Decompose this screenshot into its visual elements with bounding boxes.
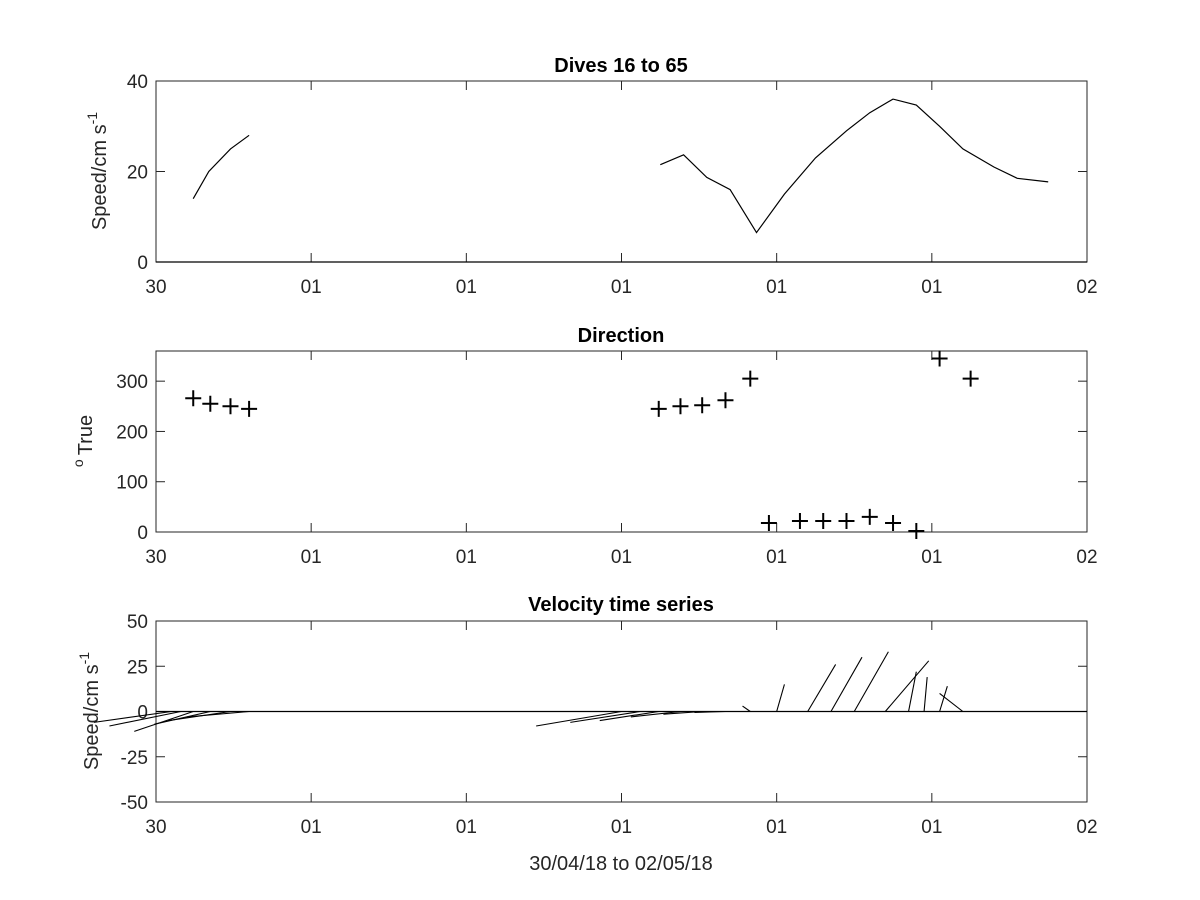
direction-panel-ytick-label: 100 [116, 473, 148, 494]
direction-panel-xtick-label: 01 [301, 547, 322, 568]
velocity-panel: Velocity time series Speed/cm s-1 30 01 01… [76, 594, 1098, 838]
direction-panel-point [241, 400, 258, 417]
velocity-panel-stick [807, 664, 837, 712]
speed-panel-xtick-label: 30 [145, 277, 166, 298]
direction-panel-point [885, 514, 902, 531]
velocity-panel-stick [109, 710, 181, 727]
direction-panel-point [694, 397, 711, 414]
direction-panel-point [672, 398, 689, 415]
direction-panel-ytick-label: 0 [137, 523, 148, 544]
velocity-panel-stick [939, 685, 948, 712]
direction-panel-point [908, 522, 925, 539]
velocity-panel-stick [134, 710, 194, 732]
figure-xlabel: 30/04/18 to 02/05/18 [529, 853, 713, 875]
speed-panel-xtick-label: 01 [611, 277, 632, 298]
velocity-panel-ytick-label: -50 [121, 793, 148, 814]
velocity-panel-stick [742, 705, 751, 712]
velocity-panel-xtick-label: 01 [301, 817, 322, 838]
velocity-panel-stick [154, 710, 211, 725]
velocity-panel-stick [630, 710, 681, 718]
speed-panel-xtick-label: 01 [766, 277, 787, 298]
speed-panel-ytick-label: 0 [137, 253, 148, 274]
velocity-panel-stick [884, 660, 930, 712]
direction-panel-xtick-label: 01 [766, 547, 787, 568]
direction-panel-point [760, 514, 777, 531]
direction-panel-point [838, 512, 855, 529]
direction-panel-ytick-label: 300 [116, 372, 148, 393]
direction-panel-title: Direction [578, 325, 665, 347]
velocity-panel-ylabel: Speed/cm s-1 [76, 652, 103, 770]
velocity-panel-stick [186, 710, 250, 718]
direction-panel-point [962, 370, 979, 387]
velocity-panel-xtick-label: 30 [145, 817, 166, 838]
velocity-panel-stick [93, 710, 172, 723]
velocity-panel-xtick-label: 01 [921, 817, 942, 838]
direction-panel-ylabel: o True [70, 415, 97, 467]
speed-panel-xtick-label: 01 [456, 277, 477, 298]
direction-panel: Direction o True 30 01 01 01 01 01 02 0 100 200 300 [70, 325, 1098, 568]
speed-panel-ylabel: Speed/cm s-1 [84, 112, 111, 230]
direction-panel-xtick-label: 02 [1076, 547, 1097, 568]
velocity-panel-stick [536, 710, 622, 727]
speed-panel-ylabel-superscript: -1 [84, 112, 100, 125]
direction-panel-xtick-label: 01 [921, 547, 942, 568]
velocity-panel-title: Velocity time series [528, 594, 714, 616]
speed-panel-ylabel-main: Speed/cm s [89, 124, 111, 230]
speed-panel: Dives 16 to 65 Speed/cm s-1 30 01 01 01 01 01… [84, 55, 1098, 298]
speed-panel-xtick-label: 02 [1076, 277, 1097, 298]
velocity-panel-ytick-label: -25 [121, 748, 148, 769]
velocity-panel-ytick-label: 0 [137, 703, 148, 724]
direction-panel-point [222, 398, 239, 415]
velocity-panel-stick [908, 671, 917, 712]
velocity-panel-stick [923, 677, 928, 712]
direction-panel-xtick-label: 01 [611, 547, 632, 568]
direction-panel-point [185, 390, 202, 407]
speed-panel-title: Dives 16 to 65 [554, 55, 687, 77]
speed-panel-ytick-label: 20 [127, 163, 148, 184]
direction-panel-xtick-label: 30 [145, 547, 166, 568]
direction-panel-point [650, 400, 667, 417]
direction-panel-point [791, 512, 808, 529]
speed-panel-xtick-label: 01 [301, 277, 322, 298]
speed-panel-ytick-label: 40 [127, 72, 148, 93]
direction-panel-point [861, 508, 878, 525]
speed-panel-series-line [660, 98, 1049, 234]
direction-panel-point [742, 370, 759, 387]
velocity-panel-stick [776, 684, 785, 712]
velocity-panel-stick [853, 651, 889, 712]
velocity-panel-xtick-label: 02 [1076, 817, 1097, 838]
direction-panel-point [202, 395, 219, 412]
speed-panel-series-line [192, 134, 250, 199]
velocity-panel-xtick-label: 01 [766, 817, 787, 838]
direction-panel-ylabel-main: True [75, 415, 97, 455]
velocity-panel-stick [694, 710, 726, 713]
velocity-panel-stick [599, 710, 659, 722]
velocity-panel-ylabel-superscript: -1 [76, 652, 92, 665]
direction-panel-point [717, 392, 734, 409]
velocity-panel-ylabel-main: Speed/cm s [81, 664, 103, 770]
direction-panel-point [815, 512, 832, 529]
direction-panel-point [931, 350, 948, 367]
velocity-panel-xtick-label: 01 [456, 817, 477, 838]
velocity-panel-stick [830, 656, 863, 712]
velocity-panel-xtick-label: 01 [611, 817, 632, 838]
direction-panel-xtick-label: 01 [456, 547, 477, 568]
velocity-panel-stick [570, 710, 641, 723]
direction-panel-ytick-label: 200 [116, 422, 148, 443]
velocity-panel-stick [939, 692, 964, 712]
speed-panel-xtick-label: 01 [921, 277, 942, 298]
direction-panel-ylabel-superscript: o [70, 459, 86, 467]
velocity-panel-ytick-label: 25 [127, 657, 148, 678]
velocity-panel-ytick-label: 50 [127, 612, 148, 633]
